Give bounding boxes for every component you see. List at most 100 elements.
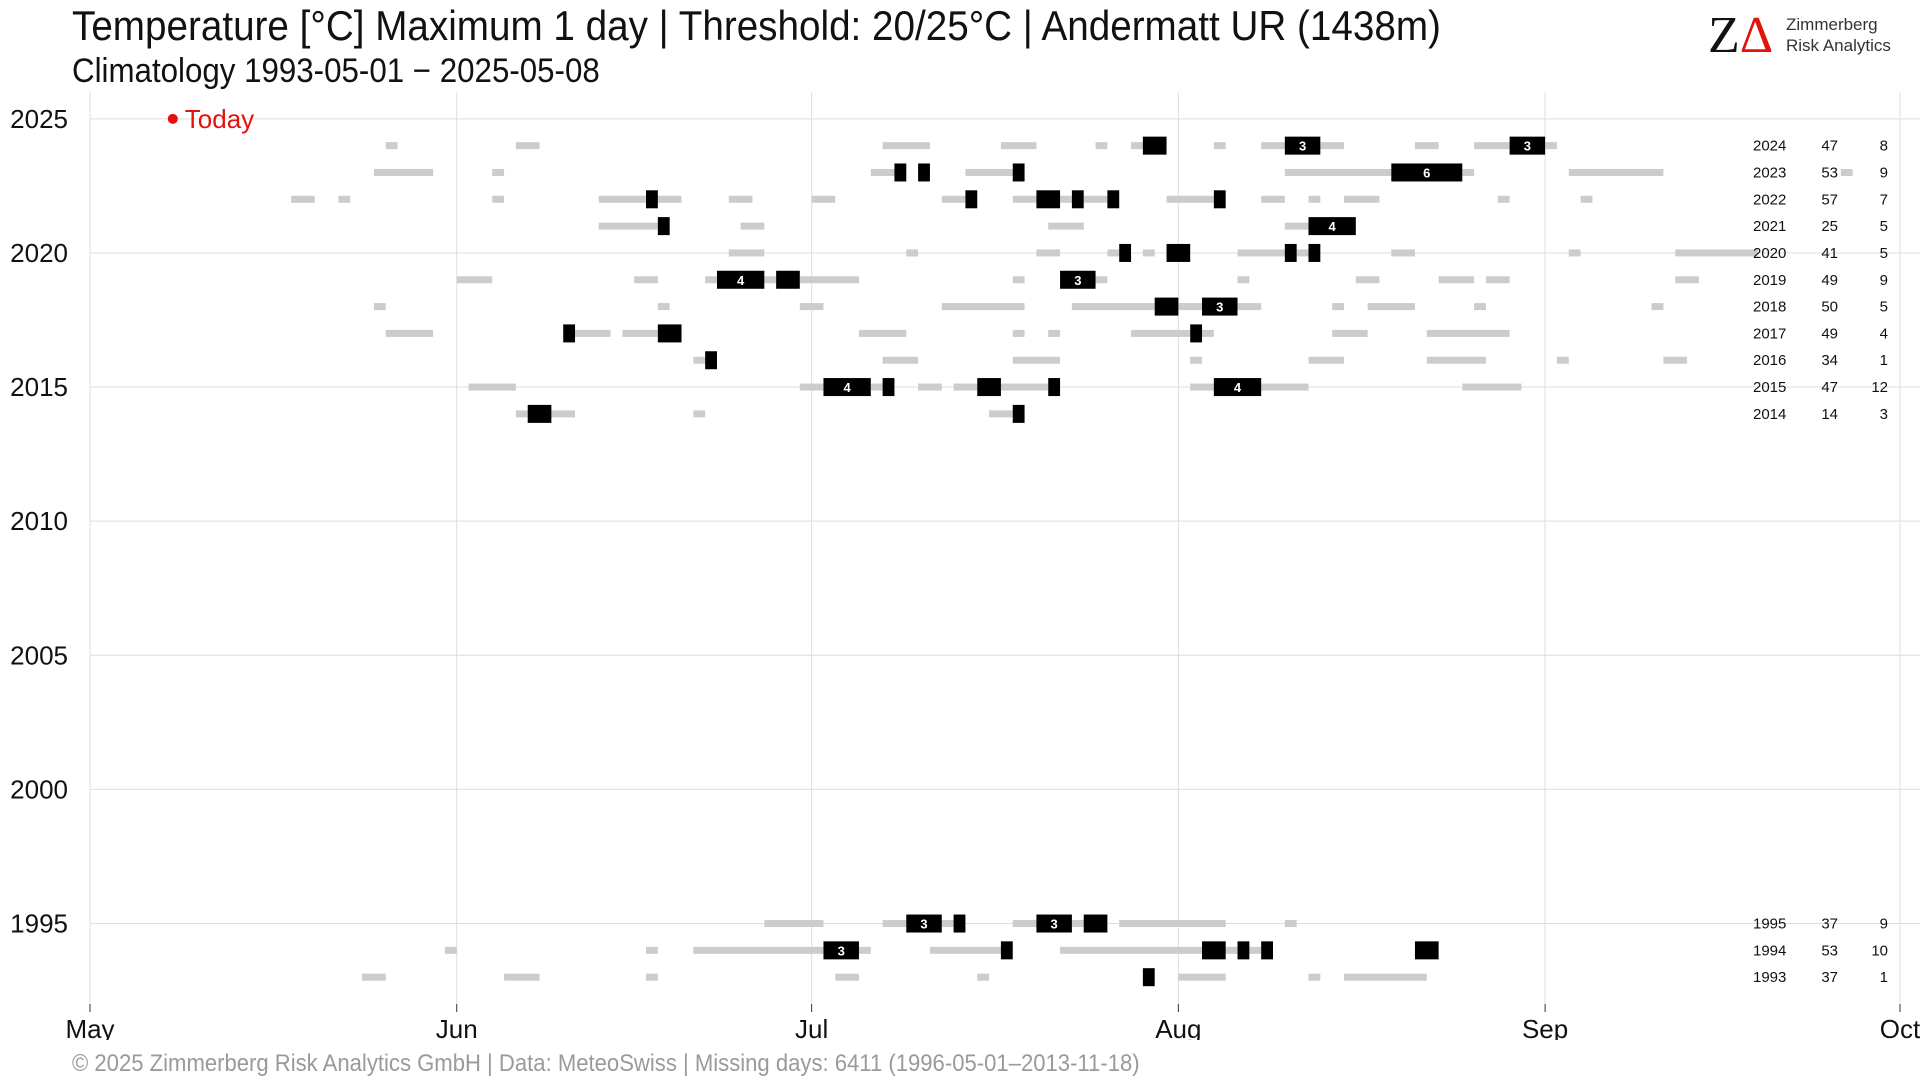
period-bar-above-low [941,303,1025,311]
period-bar-above-low [1071,920,1084,928]
period-bar-above-low [870,168,895,176]
stats-value-2: 12 [1871,379,1888,396]
threshold-periods [291,136,1853,987]
period-bar-above-low [646,946,658,954]
period-bar-above-low [1012,329,1025,337]
period-duration-label: 3 [1216,300,1223,315]
period-bar-above-low [515,410,528,418]
period-bar-above-low [1651,303,1664,311]
period-bar-above-low [1261,383,1309,391]
period-bar-above-high [657,217,670,236]
period-bar-above-low [1663,356,1688,364]
period-bar-above-low [1261,195,1285,203]
period-bar-above-low [1438,276,1475,284]
period-bar-above-low [740,222,765,230]
period-bar-above-high [705,351,717,370]
stats-value-2: 7 [1880,191,1888,208]
stats-value-2: 1 [1880,352,1888,369]
period-bar-above-low [492,195,505,203]
period-bar-above-low [1462,168,1475,176]
period-bar-above-low [1568,249,1581,257]
stats-year: 2023 [1753,164,1786,181]
period-bar-above-high [657,324,682,343]
y-tick-label: 2025 [10,104,68,134]
period-bar-above-low [1414,142,1439,150]
stats-value-1: 53 [1821,942,1838,959]
period-bar-above-low [1308,195,1321,203]
period-bar-above-high [1071,190,1084,209]
period-bar-above-high [1391,163,1463,182]
period-bar-above-low [764,920,824,928]
period-bar-above-low [1095,276,1108,284]
period-bar-above-low [1332,329,1368,337]
period-bar-above-low [858,329,907,337]
period-bar-above-low [622,329,658,337]
y-axis: 1995 2000 2005 2010 2015 2020 2025 [10,104,68,939]
stats-year: 2015 [1753,379,1786,396]
period-bar-above-high [1012,404,1025,423]
period-bar-above-low [705,276,717,284]
y-tick-label: 2010 [10,506,68,536]
period-bar-above-low [1261,142,1285,150]
period-bar-above-low [1249,946,1262,954]
period-bar-above-low [906,249,919,257]
period-bar-above-high [1509,136,1546,155]
period-bar-above-high [1261,941,1274,960]
period-duration-label: 3 [1051,917,1058,932]
period-bar-above-low [634,276,658,284]
period-bar-above-high [882,378,895,397]
period-bar-above-low [456,276,493,284]
period-bar-above-low [799,276,859,284]
period-bar-above-low [1675,249,1759,257]
stats-value-2: 8 [1880,138,1888,155]
period-bar-above-high [1213,378,1262,397]
period-bar-above-low [1048,329,1061,337]
period-bar-above-low [953,383,978,391]
period-duration-label: 6 [1423,165,1430,180]
today-dot [167,113,178,124]
stats-value-1: 50 [1821,299,1838,316]
stats-value-1: 37 [1821,916,1838,933]
period-bar-above-low [1142,249,1155,257]
period-bar-above-high [1154,297,1179,316]
y-tick-label: 2020 [10,238,68,268]
stats-value-1: 25 [1821,218,1838,235]
period-bar-above-low [728,195,753,203]
footer-credits: © 2025 Zimmerberg Risk Analytics GmbH | … [72,1050,1140,1077]
period-bar-above-low [799,303,824,311]
period-bar-above-high [1284,243,1297,262]
period-bar-above-low [1119,920,1226,928]
period-bar-above-low [385,142,398,150]
period-bar-above-low [1284,222,1309,230]
period-bar-above-high [918,163,930,182]
period-bar-above-low [1190,356,1203,364]
period-bar-above-low [1426,329,1510,337]
period-bar-above-low [882,356,919,364]
period-bar-above-low [1355,276,1380,284]
period-bar-above-low [1000,383,1049,391]
period-bar-above-low [1343,973,1427,981]
today-label: Today [185,104,254,134]
period-bar-above-low [693,946,824,954]
stats-value-2: 5 [1880,245,1888,262]
period-bar-above-high [1284,136,1321,155]
today-marker: Today [167,104,254,134]
period-bar-above-low [1308,973,1321,981]
period-bar-above-low [1012,195,1037,203]
period-bar-above-high [1166,243,1191,262]
stats-year: 1994 [1753,942,1786,959]
stats-year: 1995 [1753,916,1786,933]
logo-line-2: Risk Analytics [1786,36,1891,55]
period-bar-above-low [1036,249,1061,257]
period-bar-above-high [1000,941,1013,960]
period-bar-above-low [468,383,516,391]
period-bar-above-high [823,941,859,960]
x-tick-label: Jun [436,1014,478,1040]
period-bar-above-low [941,920,954,928]
period-bar-above-low [385,329,434,337]
x-tick-label: May [65,1014,114,1040]
period-bar-above-high [1036,190,1061,209]
period-bar-above-high [1414,941,1439,960]
period-bar-above-low [1048,222,1084,230]
